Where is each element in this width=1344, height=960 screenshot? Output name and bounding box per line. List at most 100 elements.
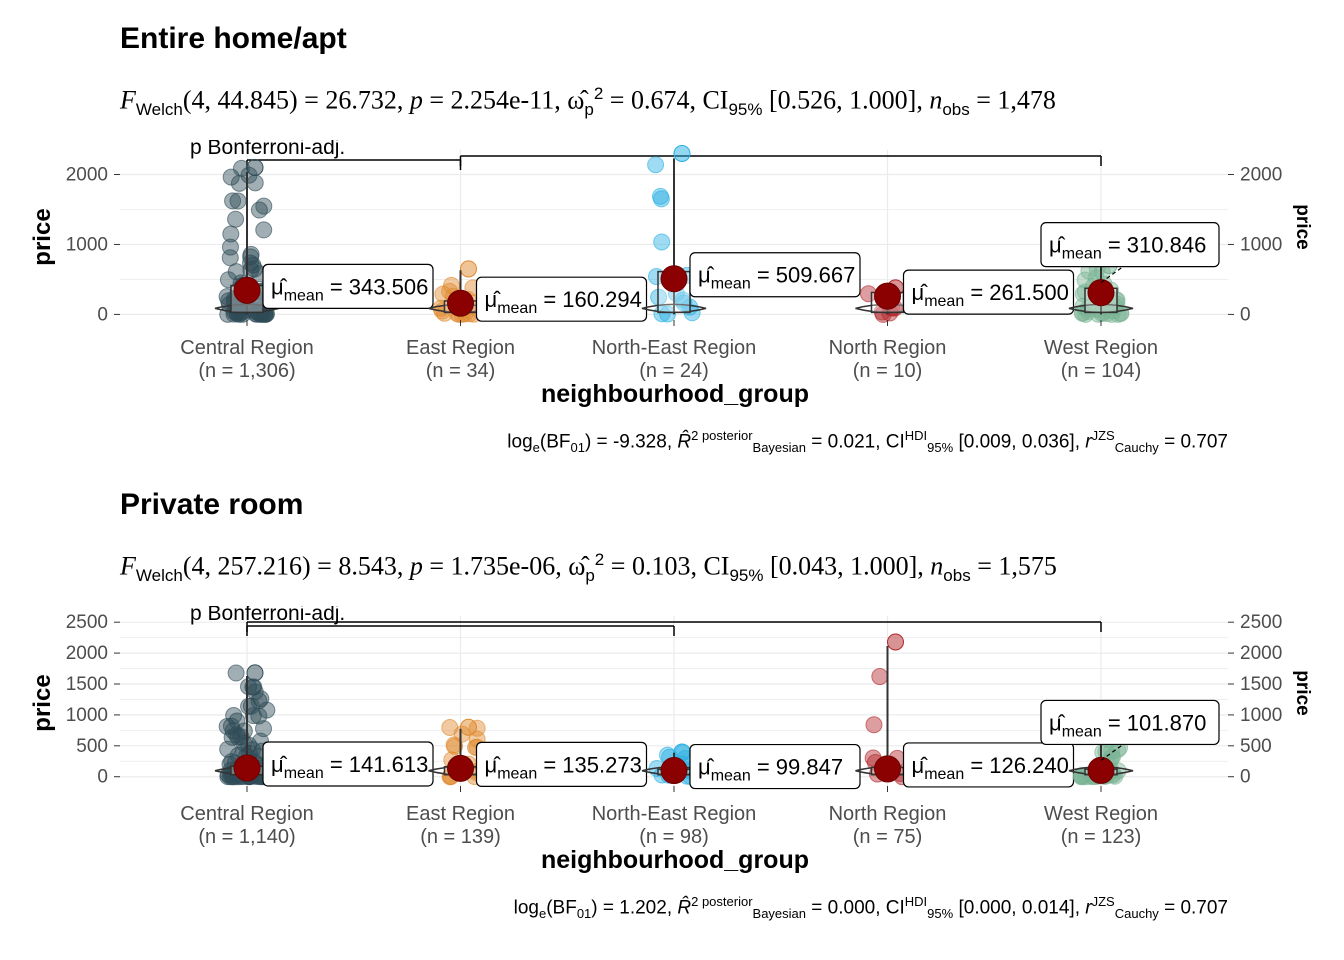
chart-subtitle: FWelch(4, 257.216) = 8.543, p = 1.735e-0… (120, 550, 1057, 585)
mean-label-box (689, 743, 861, 790)
mean-label-text: μ̂mean = 310.846 (1049, 233, 1206, 263)
data-point (222, 168, 240, 186)
group-2: μ̂mean = 99.847 (641, 743, 861, 790)
mean-point (874, 282, 901, 310)
mean-label: μ̂mean = 261.500 (902, 269, 1075, 315)
x-tick-label: North Region (829, 803, 947, 825)
data-point (652, 190, 670, 208)
mean-label: μ̂mean = 135.273 (475, 741, 648, 787)
data-point (255, 221, 273, 239)
caption-r: 0.707 (1180, 897, 1228, 919)
data-point (246, 664, 264, 682)
y-tick-label-right: 500 (1240, 736, 1272, 757)
caption-ci: [0.000, 0.014] (958, 897, 1075, 919)
subtitle-ci: [0.526, 1.000] (769, 85, 917, 115)
data-point (225, 707, 243, 725)
x-tick-n-label: (n = 98) (639, 826, 708, 848)
data-point (224, 192, 242, 210)
y-tick-label-right: 0 (1240, 304, 1251, 325)
data-point (251, 305, 269, 323)
chart-title: Entire home/apt (120, 22, 347, 55)
data-point (865, 716, 883, 734)
mean-label-box (262, 263, 434, 309)
y-tick-label-right: 2000 (1240, 164, 1282, 185)
group-1: μ̂mean = 160.294 (428, 260, 648, 323)
plot-area: 0 0 1000 1000 2000 2000 price price neighbourhoo… (29, 140, 1313, 408)
mean-label: μ̂mean = 310.846 (1040, 222, 1220, 284)
data-point (228, 726, 246, 744)
data-point (246, 158, 264, 176)
subtitle-statistic: 26.732 (325, 85, 397, 115)
mean-label-box (475, 741, 648, 787)
x-tick-label: East Region (406, 337, 515, 359)
caption-r: 0.707 (1180, 431, 1228, 453)
y-tick-label: 2000 (66, 164, 108, 185)
group-2: μ̂mean = 509.667 (641, 144, 861, 323)
mean-label-box (689, 252, 861, 298)
x-tick-n-label: (n = 139) (420, 826, 501, 848)
mean-label: μ̂mean = 99.847 (689, 743, 861, 790)
mean-point (447, 289, 474, 317)
data-point (460, 260, 477, 278)
mean-label-box (1040, 699, 1220, 746)
mean-label-box (902, 742, 1075, 788)
data-point (227, 664, 245, 682)
x-tick-label: East Region (406, 803, 515, 825)
data-point (240, 736, 258, 754)
x-tick-label: West Region (1044, 803, 1158, 825)
mean-label: μ̂mean = 509.667 (689, 252, 861, 298)
subtitle-nobs: 1,575 (998, 551, 1057, 581)
pairwise-bracket (246, 159, 462, 170)
x-tick-n-label: (n = 1,140) (198, 826, 295, 848)
caption-r2: 0.000 (827, 897, 876, 919)
data-point (222, 717, 240, 735)
mean-label-text: μ̂mean = 160.294 (485, 287, 642, 317)
mean-point (874, 755, 901, 783)
mean-label: μ̂mean = 101.870 (1040, 699, 1220, 761)
data-point (1098, 304, 1116, 322)
x-tick-n-label: (n = 34) (426, 360, 495, 382)
x-tick-n-label: (n = 1,306) (198, 360, 295, 382)
subtitle-p: 1.735e-06 (450, 551, 556, 581)
data-point (242, 697, 260, 715)
y-tick-label-right: 0 (1240, 767, 1251, 788)
data-point (887, 633, 904, 651)
data-point (871, 668, 889, 686)
x-tick-label: West Region (1044, 337, 1158, 359)
mean-point (233, 754, 261, 782)
group-3: μ̂mean = 261.500 (855, 269, 1075, 323)
subtitle-test: Welch (135, 565, 183, 585)
subtitle-nobs: 1,478 (997, 85, 1056, 115)
pairwise-label: p Bonferroni-adj. (190, 606, 345, 625)
chart-caption: loge(BF01) = -9.328, R̂2 posteriorBayesi… (507, 428, 1228, 456)
data-point (227, 210, 245, 228)
y-tick-label-right: 2000 (1240, 643, 1282, 664)
mean-label-box (902, 269, 1075, 315)
subtitle-ci: [0.043, 1.000] (769, 551, 918, 581)
plot-area: 0 0 500 500 1000 1000 1500 1500 2000 2000 2500 2500… (29, 606, 1313, 874)
x-tick-n-label: (n = 75) (853, 826, 922, 848)
mean-label-box (262, 741, 434, 787)
chart-title: Private room (120, 488, 304, 521)
group-0: μ̂mean = 141.613 (214, 664, 434, 787)
y-axis-title-right: price (1292, 204, 1313, 249)
mean-label-connector (1100, 743, 1124, 761)
y-tick-label-right: 1000 (1240, 705, 1282, 726)
mean-label: μ̂mean = 343.506 (262, 263, 434, 309)
x-tick-label: North Region (829, 337, 947, 359)
y-tick-label: 2500 (66, 612, 108, 633)
x-axis-title: neighbourhood_group (541, 380, 809, 408)
data-point (673, 144, 691, 162)
x-tick-n-label: (n = 10) (853, 360, 922, 382)
data-point (647, 156, 665, 174)
data-point (460, 718, 477, 736)
data-point (250, 201, 268, 219)
mean-label-text: μ̂mean = 509.667 (698, 263, 855, 293)
y-tick-label-right: 1500 (1240, 674, 1282, 695)
mean-label-text: μ̂mean = 101.870 (1049, 710, 1206, 740)
group-1: μ̂mean = 135.273 (428, 718, 648, 787)
group-0: μ̂mean = 343.506 (214, 158, 434, 323)
mean-label-text: μ̂mean = 126.240 (912, 753, 1069, 783)
subtitle-df: (4, 44.845) (182, 85, 298, 115)
data-point (255, 720, 273, 738)
